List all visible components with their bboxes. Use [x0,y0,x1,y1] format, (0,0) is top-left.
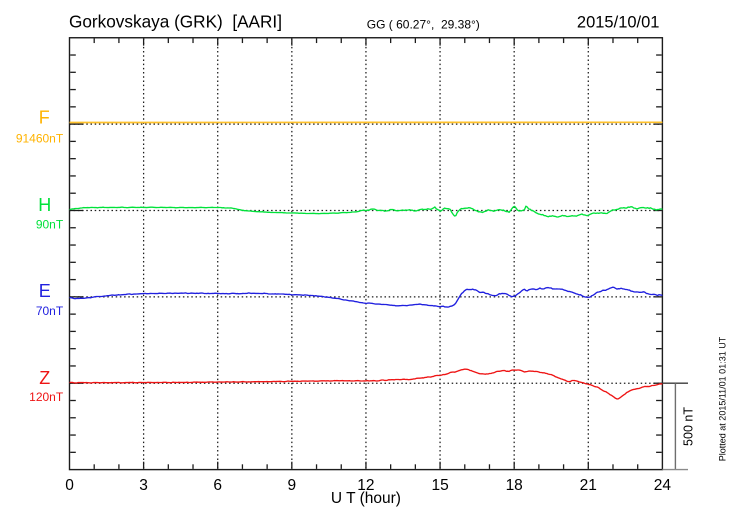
svg-text:U T (hour): U T (hour) [331,490,401,507]
svg-text:18: 18 [506,477,523,494]
svg-text:E: E [39,281,51,301]
svg-text:3: 3 [139,477,148,494]
svg-text:91460nT: 91460nT [16,132,64,146]
svg-text:GG ( 60.27°, 29.38°): GG ( 60.27°, 29.38°) [367,17,480,31]
svg-text:Z: Z [39,368,50,388]
svg-text:120nT: 120nT [29,390,64,404]
svg-text:15: 15 [431,477,448,494]
svg-text:H: H [38,195,51,215]
svg-text:2015/10/01: 2015/10/01 [577,14,660,32]
svg-text:90nT: 90nT [36,217,64,231]
svg-text:F: F [39,108,50,128]
svg-text:9: 9 [287,477,296,494]
svg-text:21: 21 [580,477,597,494]
svg-text:Gorkovskaya (GRK) [AARI]: Gorkovskaya (GRK) [AARI] [69,11,282,31]
svg-text:500 nT: 500 nT [682,407,696,446]
svg-text:70nT: 70nT [36,304,64,318]
svg-text:Plotted at 2015/11/01 01:31 UT: Plotted at 2015/11/01 01:31 UT [718,336,728,461]
svg-text:24: 24 [654,477,672,494]
svg-text:12: 12 [357,477,374,494]
svg-text:0: 0 [65,477,74,494]
svg-text:6: 6 [213,477,222,494]
